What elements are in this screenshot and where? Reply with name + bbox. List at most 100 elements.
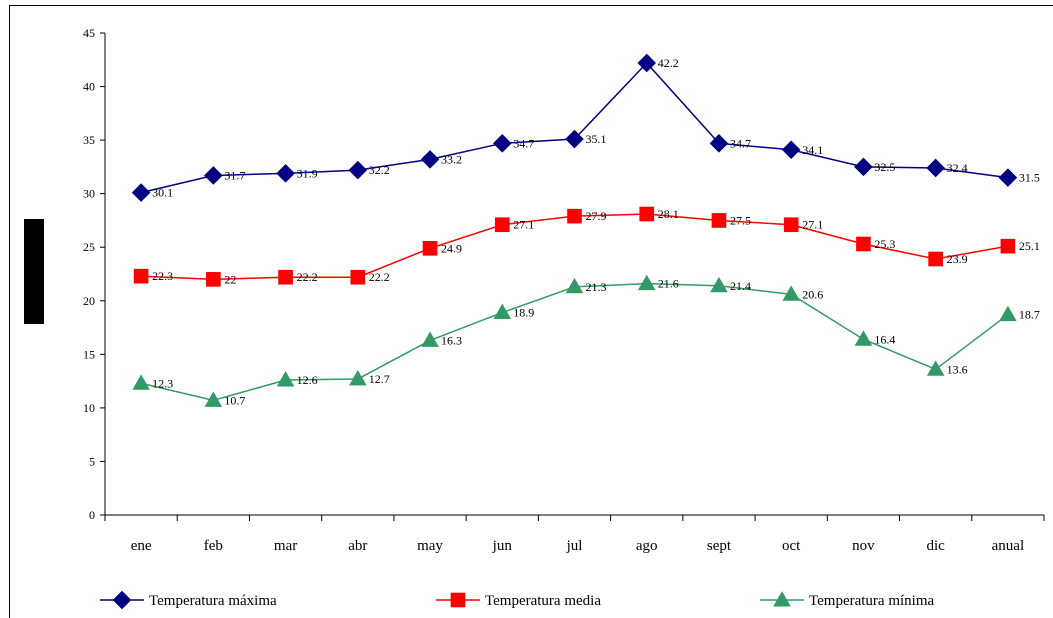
- chart-legend: Temperatura máxima Temperatura media Tempe…: [100, 590, 934, 610]
- y-tick-label: 35: [83, 133, 95, 147]
- data-label: 21.4: [730, 279, 751, 293]
- data-label: 25.3: [874, 237, 895, 251]
- data-point-marker: [565, 277, 584, 294]
- data-label: 27.1: [513, 218, 534, 232]
- x-tick-label: sept: [707, 538, 732, 554]
- data-point-marker: [926, 158, 945, 178]
- series-markers: [131, 53, 1018, 407]
- data-label: 10.7: [224, 393, 245, 407]
- data-label: 42.2: [658, 56, 679, 70]
- data-label: 16.4: [874, 332, 895, 346]
- y-tick-label: 0: [89, 508, 95, 522]
- legend-entry-2: Temperatura media: [436, 592, 601, 609]
- data-point-marker: [637, 53, 657, 73]
- data-label: 21.3: [586, 280, 607, 294]
- data-label: 27.5: [730, 213, 751, 227]
- legend-entry-1: Temperatura máxima: [100, 590, 277, 610]
- data-point-marker: [998, 168, 1018, 187]
- legend-marker: [112, 590, 132, 610]
- data-point-marker: [639, 206, 655, 222]
- data-point-marker: [420, 150, 440, 169]
- data-point-marker: [493, 303, 512, 319]
- data-point-marker: [710, 276, 728, 293]
- data-label: 31.9: [297, 166, 318, 180]
- data-label: 22.2: [297, 270, 318, 284]
- y-tick-label: 5: [89, 454, 95, 468]
- legend-marker: [773, 591, 791, 607]
- y-tick-label: 20: [83, 294, 95, 308]
- data-point-marker: [711, 213, 727, 228]
- x-tick-label: may: [417, 538, 443, 554]
- data-label: 12.3: [152, 376, 173, 390]
- data-point-marker: [349, 370, 367, 386]
- data-label: 12.6: [297, 373, 318, 387]
- x-tick-label: anual: [992, 538, 1024, 554]
- data-point-marker: [204, 166, 223, 185]
- data-point-marker: [926, 360, 945, 376]
- legend-entry-3: Temperatura mínima: [760, 591, 934, 609]
- black-side-bar: [24, 219, 44, 324]
- data-label: 31.7: [224, 168, 245, 182]
- data-point-marker: [567, 208, 582, 224]
- data-label: 35.1: [586, 132, 607, 146]
- data-label: 34.7: [730, 136, 751, 150]
- x-tick-label: mar: [274, 538, 297, 554]
- data-point-marker: [350, 269, 366, 285]
- legend-label: Temperatura media: [485, 593, 601, 609]
- legend-label: Temperatura máxima: [149, 593, 277, 609]
- y-tick-label: 40: [83, 80, 95, 94]
- data-label: 30.1: [152, 186, 173, 200]
- x-tick-label: abr: [348, 538, 367, 554]
- data-label: 27.1: [802, 218, 823, 232]
- data-label: 28.1: [658, 207, 679, 221]
- y-tick-label: 15: [83, 347, 95, 361]
- x-tick-label: dic: [926, 538, 945, 554]
- data-label: 22.2: [369, 270, 390, 284]
- data-point-marker: [928, 251, 943, 267]
- data-point-marker: [854, 330, 873, 346]
- x-tick-label: jul: [566, 538, 583, 554]
- data-label: 25.1: [1019, 239, 1040, 253]
- data-point-marker: [132, 374, 150, 390]
- data-label: 22: [224, 272, 236, 286]
- data-labels: 30.1 31.7 31.9 32.2 33.2 34.7 35.1 42.2 34.7 34.1…: [152, 56, 1040, 407]
- data-point-marker: [782, 285, 800, 301]
- data-label: 21.6: [658, 277, 679, 291]
- x-tick-label: ene: [131, 538, 152, 554]
- data-label: 33.2: [441, 152, 462, 166]
- data-point-marker: [856, 236, 871, 252]
- legend-label: Temperatura mínima: [809, 593, 934, 609]
- data-label: 27.9: [586, 209, 607, 223]
- data-label: 16.3: [441, 333, 462, 347]
- data-point-marker: [133, 268, 149, 284]
- data-label: 32.2: [369, 163, 390, 177]
- data-point-marker: [204, 391, 223, 407]
- data-label: 34.1: [802, 143, 823, 157]
- y-tick-label: 45: [83, 26, 95, 40]
- data-label: 13.6: [947, 362, 968, 376]
- data-point-marker: [131, 183, 151, 202]
- x-tick-label: ago: [636, 538, 658, 554]
- data-point-marker: [999, 305, 1017, 322]
- data-label: 23.9: [947, 252, 968, 266]
- y-tick-label: 10: [83, 401, 95, 415]
- data-point-marker: [278, 269, 293, 285]
- data-point-marker: [781, 140, 801, 160]
- y-tick-label: 30: [83, 187, 95, 201]
- chart-axes: 0 5 10 15 20 25 30 35 40 45 ene feb mar abr may jun jul a…: [83, 26, 1045, 554]
- x-tick-label: feb: [204, 538, 223, 554]
- data-label: 32.4: [947, 161, 968, 175]
- y-tick-label: 25: [83, 240, 95, 254]
- data-point-marker: [492, 134, 512, 153]
- data-point-marker: [422, 240, 438, 256]
- data-point-marker: [348, 160, 368, 180]
- data-point-marker: [709, 134, 729, 153]
- chart-frame: [9, 5, 1053, 618]
- data-point-marker: [783, 217, 799, 233]
- data-point-marker: [854, 157, 873, 177]
- data-point-marker: [565, 129, 584, 149]
- x-tick-label: jun: [492, 538, 513, 554]
- data-point-marker: [494, 217, 510, 233]
- data-label: 12.7: [369, 372, 390, 386]
